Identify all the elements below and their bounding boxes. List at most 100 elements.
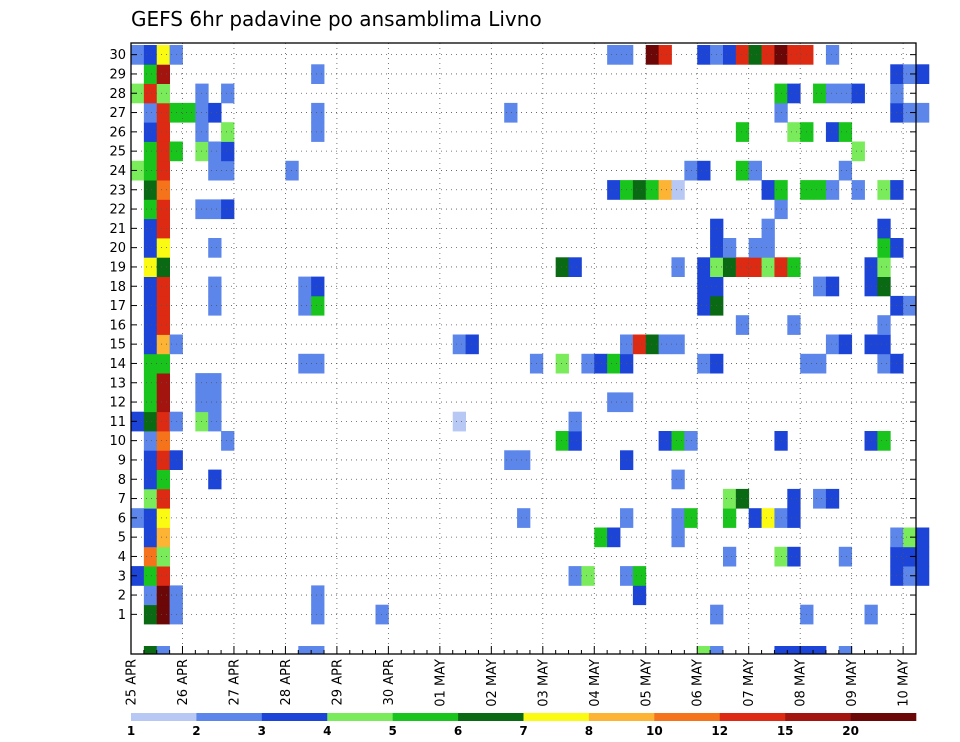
data-cell [671,334,685,355]
data-cell [761,180,775,200]
x-tick-label: 25 APR [125,659,140,705]
data-cell [208,238,222,258]
data-cell [761,238,775,258]
data-cell [722,488,737,509]
y-tick-label: 27 [109,106,126,121]
data-cell [156,431,171,451]
data-cell [555,431,569,451]
data-cell [825,334,840,355]
colorbar-label: 4 [323,724,331,738]
data-cell [735,315,750,335]
data-cell [903,102,917,123]
y-tick-label: 18 [109,280,126,295]
data-cell [607,180,621,200]
data-cell [671,508,685,528]
data-cell [143,373,158,393]
colorbar-label: 10 [646,724,663,738]
data-cell [787,546,801,567]
data-cell [143,160,158,181]
y-tick-label: 5 [118,531,126,546]
data-cell [555,257,569,277]
data-cell [208,160,222,181]
data-cell [156,546,171,567]
data-cell [916,546,930,567]
y-tick-label: 13 [109,376,126,391]
x-tick-label: 30 APR [382,659,397,705]
data-cell [131,83,145,104]
y-tick-label: 6 [118,511,126,526]
data-cell [156,566,171,586]
data-cell [221,83,235,104]
data-cell [825,83,840,104]
data-cell [208,392,222,413]
data-cell [143,508,158,528]
colorbar-swatch [261,713,328,721]
data-cell [143,122,158,142]
data-cell [671,257,685,277]
data-cell [143,64,158,84]
data-cell [311,646,325,654]
data-cell [143,488,158,509]
data-cell [156,122,171,142]
data-cell [143,199,158,220]
y-tick-label: 8 [118,473,126,488]
data-cell [671,469,685,490]
data-cell [774,646,788,654]
data-cell [452,411,466,432]
data-cell [787,488,801,509]
data-cell [143,257,158,277]
data-cell [208,199,222,220]
data-cell [722,546,737,567]
data-cell [851,180,865,200]
data-cell [143,218,158,239]
data-cell [877,315,891,335]
y-tick-label: 10 [109,434,126,449]
data-cell [658,180,672,200]
y-axis: 1234567891011121314151617181920212223242… [109,48,916,623]
data-cell [838,334,853,355]
data-cell [697,295,711,316]
data-cell [787,508,801,528]
y-tick-label: 28 [109,87,126,102]
data-cell [143,469,158,490]
data-cell [658,431,672,451]
x-tick-label: 05 MAY [639,659,654,707]
x-tick-label: 10 MAY [897,659,912,707]
data-cell [298,295,312,316]
colorbar-swatch [327,713,393,721]
data-cell [143,141,158,162]
data-cell [825,180,840,200]
colorbar-swatch [654,713,721,721]
y-tick-label: 15 [109,338,126,353]
colorbar-label: 20 [842,724,859,738]
data-cell [813,276,827,297]
data-cell [877,276,891,297]
data-cell [298,276,312,297]
data-cell [156,450,171,470]
data-cell [311,585,325,606]
colorbar-swatch [458,713,524,721]
data-cell [156,276,171,297]
colorbar-swatch [131,713,197,721]
x-tick-label: 09 MAY [845,659,860,707]
data-cell [568,566,582,586]
data-cell [632,180,647,200]
data-cell [156,180,171,200]
data-cell [156,102,171,123]
data-cell [143,585,158,606]
data-cell [298,353,312,374]
cells-layer [131,45,930,654]
data-cell [131,411,145,432]
y-tick-label: 23 [109,183,126,198]
data-cell [156,257,171,277]
data-cell [735,122,750,142]
data-cell [825,276,840,297]
data-cell [735,257,750,277]
y-tick-label: 4 [118,550,126,565]
data-cell [143,546,158,567]
data-cell [208,141,222,162]
data-cell [761,218,775,239]
data-cell [156,508,171,528]
x-tick-label: 06 MAY [691,659,706,707]
colorbar-label: 6 [454,724,462,738]
